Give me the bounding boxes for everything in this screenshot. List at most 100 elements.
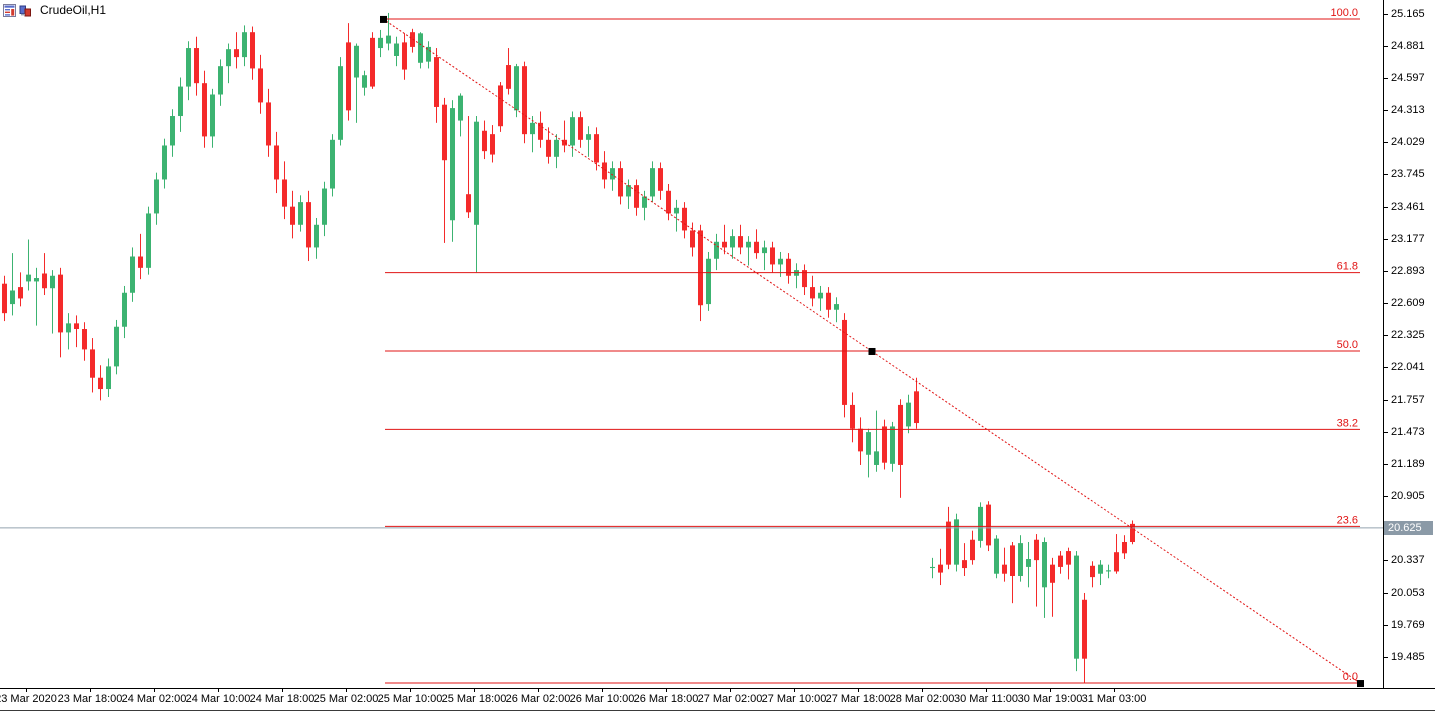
- price-axis-label: 24.597: [1391, 71, 1425, 84]
- candle-body: [946, 521, 951, 565]
- candle-body: [826, 292, 831, 310]
- symbol-label: CrudeOil,H1: [40, 3, 107, 17]
- candle-body: [1114, 552, 1119, 572]
- price-axis-label: 21.189: [1391, 457, 1425, 470]
- candle-body: [698, 230, 703, 306]
- candle-body: [442, 104, 447, 161]
- candle-wick: [748, 236, 749, 266]
- candle-body: [450, 108, 455, 221]
- time-axis-tick: [922, 688, 923, 692]
- candle-body: [42, 273, 47, 289]
- candle-body: [1002, 564, 1007, 574]
- candle-body: [1090, 565, 1095, 578]
- candle-body: [490, 134, 495, 155]
- price-axis-tick: [1383, 560, 1388, 562]
- price-axis-tick: [1383, 592, 1388, 594]
- candle-body: [34, 278, 39, 282]
- candle-wick: [52, 270, 53, 334]
- candle-wick: [388, 12, 389, 51]
- price-axis-label: 22.041: [1391, 361, 1425, 374]
- chart-canvas[interactable]: 100.061.850.038.223.60.0: [0, 0, 1383, 688]
- time-axis-tick: [858, 688, 859, 692]
- candle-body: [98, 377, 103, 390]
- trendline-anchor-handle[interactable]: [868, 347, 876, 355]
- candle-body: [298, 202, 303, 225]
- price-axis[interactable]: 25.165 24.881 24.597 24.313 24.029 23.745 23.4…: [1383, 0, 1435, 688]
- candle-body: [906, 402, 911, 427]
- candle-body: [610, 168, 615, 180]
- candle-body: [346, 42, 351, 111]
- time-axis-label: 27 Mar 02:00: [697, 693, 763, 705]
- candle-body: [722, 241, 727, 248]
- candle-body: [666, 190, 671, 214]
- price-axis-tick: [1383, 45, 1388, 47]
- time-axis-tick: [282, 688, 283, 692]
- candle-body: [818, 292, 823, 299]
- candle-wick: [676, 199, 677, 232]
- candle-body: [514, 66, 519, 111]
- time-axis-label: 24 Mar 02:00: [121, 693, 187, 705]
- time-axis-label: 23 Mar 18:00: [57, 693, 123, 705]
- candle-body: [90, 349, 95, 378]
- time-axis[interactable]: 23 Mar 2020 23 Mar 18:00 24 Mar 02:00 24 Ma…: [0, 688, 1435, 713]
- candle-body: [274, 145, 279, 180]
- candle-body: [26, 274, 31, 282]
- trendline-anchor-handle[interactable]: [1357, 680, 1364, 688]
- candle-body: [978, 506, 983, 541]
- candle-body: [754, 241, 759, 254]
- market-watch-icon[interactable]: [3, 3, 16, 17]
- time-axis-label: 30 Mar 19:00: [1017, 693, 1083, 705]
- candle-body: [690, 230, 695, 248]
- candle-body: [1130, 523, 1135, 542]
- candle-wick: [356, 43, 357, 123]
- candle-body: [370, 37, 375, 87]
- candle-body: [154, 179, 159, 214]
- candle-body: [546, 139, 551, 157]
- candle-body: [122, 292, 127, 327]
- candle-body: [938, 564, 943, 573]
- candle-wick: [444, 97, 445, 243]
- time-axis-tick: [1114, 688, 1115, 692]
- price-axis-label: 24.881: [1391, 39, 1425, 52]
- candle-body: [834, 304, 839, 310]
- candle-body: [898, 404, 903, 465]
- candle-body: [986, 504, 991, 546]
- candle-body: [866, 432, 871, 455]
- time-axis-label: 27 Mar 10:00: [761, 693, 827, 705]
- candle-body: [290, 206, 295, 225]
- candle-body: [74, 323, 79, 330]
- candle-body: [330, 139, 335, 189]
- candle-body: [242, 32, 247, 58]
- time-axis-tick: [474, 688, 475, 692]
- candle-wick: [36, 267, 37, 326]
- price-axis-tick: [1383, 335, 1388, 337]
- candle-body: [1026, 558, 1031, 567]
- time-axis-tick: [26, 688, 27, 692]
- time-axis-label: 30 Mar 11:00: [953, 693, 1019, 705]
- price-axis-label: 22.325: [1391, 329, 1425, 342]
- candle-body: [2, 283, 7, 314]
- candle-body: [538, 122, 543, 140]
- candle-wick: [468, 116, 469, 218]
- candle-body: [1074, 555, 1079, 659]
- time-axis-label: 26 Mar 18:00: [633, 693, 699, 705]
- candle-body: [1098, 564, 1103, 574]
- candle-body: [386, 35, 391, 44]
- candle-body: [138, 256, 143, 268]
- trend-line[interactable]: [382, 18, 1361, 684]
- chart-bars-icon[interactable]: [19, 4, 32, 17]
- price-axis-label: 23.461: [1391, 200, 1425, 213]
- trendline-anchor-handle[interactable]: [380, 15, 387, 23]
- candle-body: [474, 121, 479, 225]
- candle-body: [858, 428, 863, 452]
- candle-body: [410, 32, 415, 47]
- candle-body: [82, 329, 87, 350]
- price-axis-tick: [1383, 367, 1388, 369]
- candle-body: [730, 236, 735, 248]
- price-axis-tick: [1383, 270, 1388, 272]
- chart-area[interactable]: 100.061.850.038.223.60.0: [0, 0, 1383, 688]
- candle-body: [354, 45, 359, 78]
- candle-body: [402, 42, 407, 70]
- price-axis-label: 20.905: [1391, 490, 1425, 503]
